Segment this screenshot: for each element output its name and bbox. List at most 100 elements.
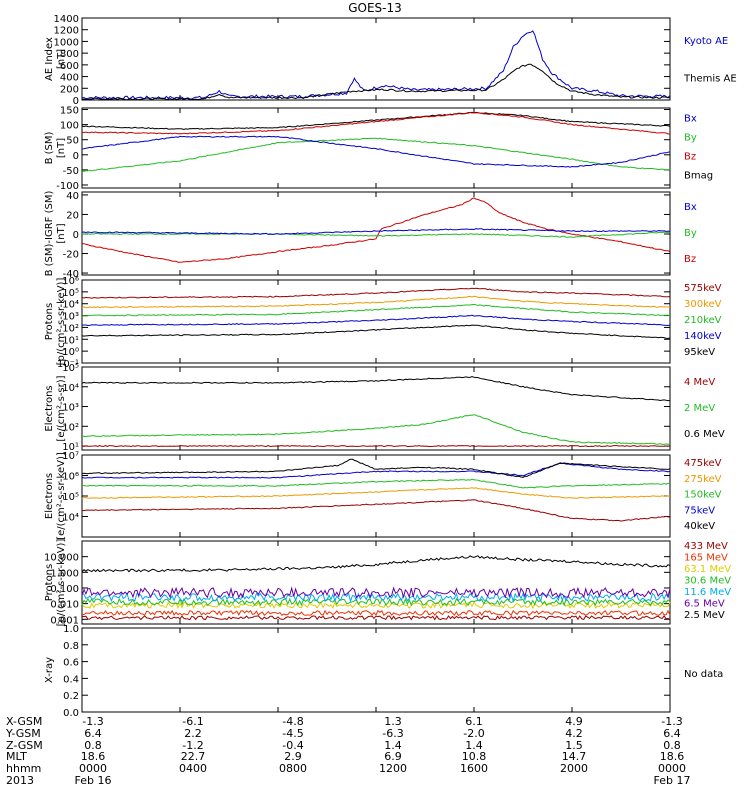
orbit-cell: -1.3: [82, 715, 104, 728]
series-line-11.6MeV: [81, 591, 671, 603]
y-tick-label: 10⁻¹: [57, 359, 79, 370]
series-line-475keV: [81, 499, 671, 522]
legend-label: 6.5 MeV: [684, 599, 725, 610]
orbit-cell: -2.0: [463, 726, 485, 740]
orbit-cell: 1200: [379, 762, 407, 776]
orbit-cell: 6.4: [84, 726, 102, 740]
orbit-cell: -6.1: [182, 715, 204, 728]
y-tick-label: 1.0: [63, 624, 79, 635]
orbit-row-label: hhmm: [6, 762, 42, 776]
orbit-cell: 18.6: [80, 750, 106, 764]
y-tick-label: 10⁷: [62, 451, 79, 462]
y-axis-label: X-ray: [44, 657, 55, 683]
panel-electrons_mev: 10¹ 10² 10³ 10⁴ 10⁵ Electrons [e/(cm²-s-sr)] 4 …: [44, 363, 725, 453]
y-tick-label: 50: [66, 136, 79, 147]
series-line-kyoto: [81, 30, 671, 100]
y-tick-label: 10¹: [62, 442, 79, 453]
legend-label: 40keV: [684, 521, 715, 532]
series-line-40keV: [81, 458, 671, 478]
panel-bigrf: -40 -20 0 20 40 B (SM)-IGRF (SM) [nT] Bx By Bz: [44, 191, 697, 281]
panel-frame: [81, 540, 671, 625]
orbit-cell: 6.9: [384, 750, 402, 764]
y-tick-label: 0.8: [63, 641, 79, 652]
orbit-cell: 1.4: [384, 738, 402, 752]
orbit-row-label: Y-GSM: [6, 726, 41, 740]
y-tick-label: 1.000: [50, 568, 79, 579]
y-axis-label: Protons: [44, 303, 55, 340]
legend-label: 75keV: [684, 505, 715, 516]
y-tick-label: 10⁵: [62, 288, 79, 299]
panel-bsm: -100 -50 0 50 100 150 B (SM) [nT] Bx By Bz Bmag: [44, 106, 713, 192]
legend-label: 150keV: [684, 490, 722, 501]
orbit-cell: -0.4: [282, 738, 304, 752]
y-tick-label: 200: [60, 84, 79, 95]
y-tick-label: -100: [56, 181, 79, 192]
series-line-bx: [81, 228, 671, 235]
y-tick-label: 40: [66, 191, 79, 202]
orbit-cell: 0.8: [663, 738, 681, 752]
legend-label: 165 MeV: [684, 553, 728, 564]
series-line-0.6MeV: [81, 375, 670, 402]
legend-label: Bz: [684, 151, 696, 162]
orbit-cell: 18.6: [659, 750, 685, 764]
y-tick-label: 0.100: [50, 584, 79, 595]
legend-label: 140keV: [684, 331, 722, 342]
y-tick-label: 10²: [62, 422, 79, 433]
y-axis-label: Electrons: [44, 473, 55, 519]
y-tick-label: 1200: [54, 26, 79, 37]
legend-label: By: [684, 228, 697, 239]
panel-frame: [81, 454, 671, 538]
y-axis-units: [e/(cm²-s-sr-keV)]: [56, 452, 67, 540]
orbit-cell: 2.9: [284, 750, 302, 764]
y-tick-label: 0: [73, 151, 79, 162]
orbit-cell: 0.8: [84, 738, 102, 752]
orbit-cell: 1.3: [384, 715, 402, 728]
series-line-75keV: [81, 462, 671, 479]
orbit-cell: 10.8: [461, 750, 487, 764]
y-tick-label: 600: [60, 61, 79, 72]
orbit-row-label: 2013: [6, 774, 34, 787]
orbit-cell: 4.9: [565, 715, 583, 728]
legend-label: By: [684, 132, 697, 143]
y-tick-label: 0.010: [50, 600, 79, 611]
series-line-210keV: [81, 303, 671, 317]
series-line-165MeV: [81, 609, 671, 617]
series-line-275keV: [81, 487, 671, 499]
y-tick-label: 10.000: [44, 553, 79, 564]
legend-label: 210keV: [684, 315, 722, 326]
y-axis-units: [p/(cm²-s-sr-keV)]: [56, 539, 67, 627]
legend-label: 300keV: [684, 299, 722, 310]
orbit-cell: 0400: [179, 762, 207, 776]
legend-label: 475keV: [684, 458, 722, 469]
y-tick-label: -50: [63, 166, 79, 177]
panel-frame: [81, 366, 671, 451]
y-axis-label: Electrons: [44, 385, 55, 431]
legend-label: 11.6 MeV: [684, 587, 731, 598]
series-line-95keV: [81, 324, 671, 339]
series-line-2.5MeV: [81, 555, 671, 573]
panel-frame: [81, 627, 671, 713]
y-tick-label: 10⁶: [62, 276, 79, 287]
series-line-140keV: [81, 314, 671, 327]
orbit-cell: -1.3: [661, 715, 683, 728]
panel-xray: 0.0 0.2 0.4 0.6 0.8 1.0 X-ray No data: [44, 624, 723, 719]
legend-label: 433 MeV: [684, 541, 728, 552]
y-tick-label: 1000: [54, 37, 79, 48]
series-line-by: [81, 231, 671, 238]
orbit-cell: 1600: [460, 762, 488, 776]
orbit-cell: 2.2: [184, 726, 202, 740]
orbit-row-label: X-GSM: [6, 715, 43, 728]
legend-label: 575keV: [684, 283, 722, 294]
orbit-cell: 0000: [658, 762, 686, 776]
y-axis-units: [nT]: [56, 223, 67, 243]
legend-label: 2.5 MeV: [684, 610, 725, 621]
orbit-cell: -6.3: [382, 726, 404, 740]
y-tick-label: 0.6: [63, 658, 79, 669]
orbit-cell: Feb 17: [653, 774, 691, 787]
y-tick-label: 10²: [62, 323, 79, 334]
panel-electrons_kev: 10⁴ 10⁵ 10⁶ 10⁷ Electrons [e/(cm²-s-sr-keV)] 4…: [44, 451, 722, 540]
series-line-bz: [81, 111, 671, 135]
y-axis-label: B (SM): [44, 131, 55, 164]
